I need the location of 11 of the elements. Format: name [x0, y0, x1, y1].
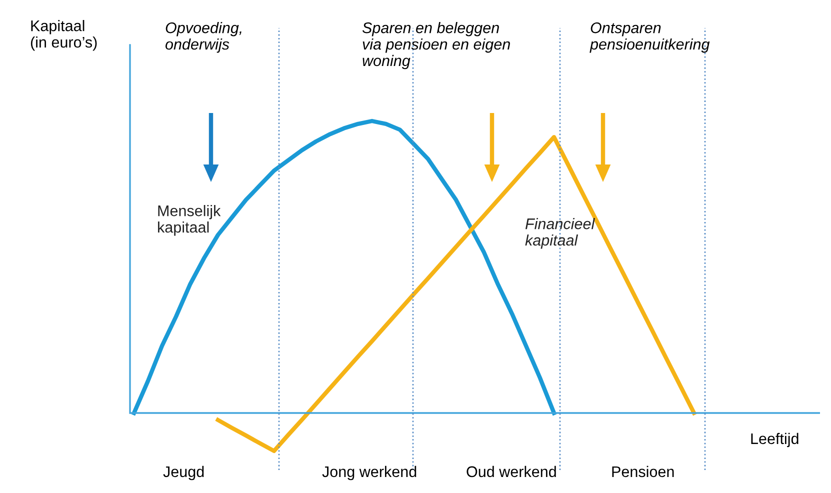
text: Kapitaal (in euro’s) — [30, 20, 97, 51]
text: Sparen en beleggen via pensioen en eigen woning — [362, 22, 510, 70]
text: Oud werkend — [466, 466, 556, 478]
text: Pensioen — [612, 466, 674, 478]
text: Opvoeding, onderwijs — [166, 22, 242, 53]
series-label: Financieel kapitaal — [525, 218, 595, 249]
text: Jong werkend — [322, 466, 416, 480]
x-axis-title: Leeftijd — [751, 432, 798, 448]
series-label: Menselijk kapitaal — [158, 205, 221, 236]
text: Ontsparen pensioenuitkering — [590, 22, 710, 53]
text: Jeugd — [163, 466, 204, 480]
